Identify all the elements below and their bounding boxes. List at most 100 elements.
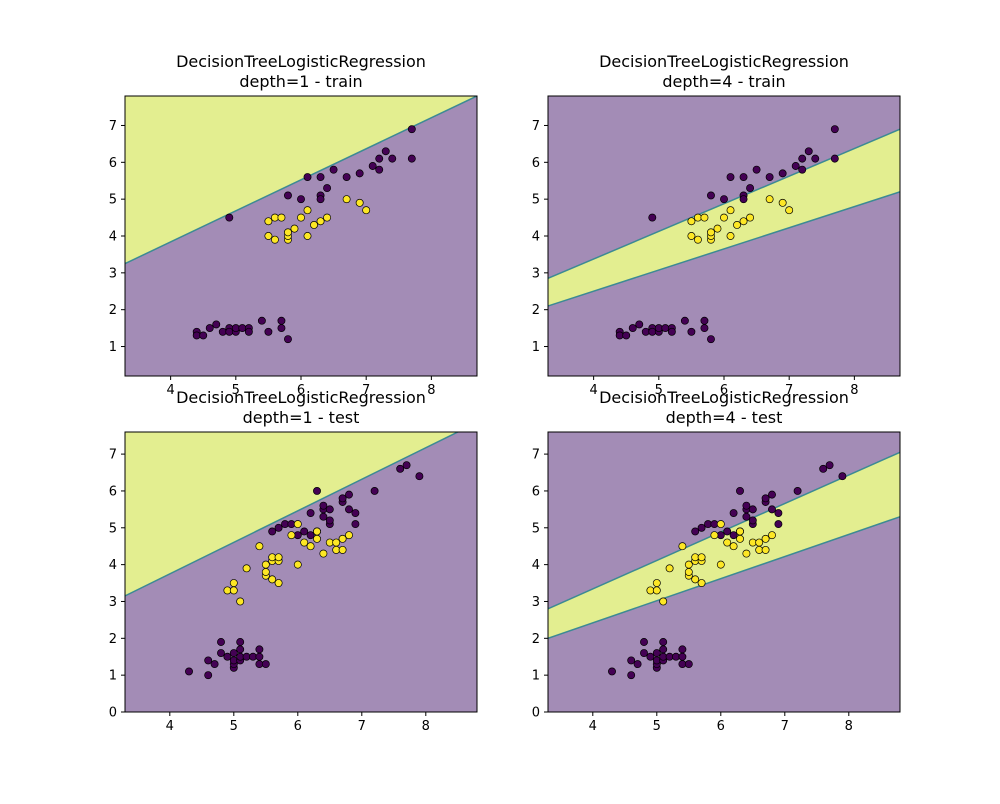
data-point-class0 [648, 327, 657, 336]
data-point-class0 [628, 324, 637, 333]
data-point-class1 [761, 534, 770, 543]
x-tick-label: 4 [589, 383, 597, 398]
data-point-class1 [284, 228, 292, 237]
data-point-class0 [768, 505, 776, 514]
data-point-class1 [362, 206, 371, 215]
data-point-class0 [830, 125, 839, 134]
subplot-depth4-test: 4 5 6 7 8 0 1 2 3 4 5 6 7 DecisionTreeLogisticRegress… [532, 388, 901, 734]
subplot-title-line1: DecisionTreeLogisticRegression [176, 388, 426, 407]
data-point-class1 [297, 213, 305, 222]
subplot-depth1-train: 4 5 6 7 8 1 2 3 4 5 6 7 DecisionTreeLogisticRegressi… [109, 52, 478, 398]
data-point-class0 [300, 527, 309, 536]
y-tick-label: 2 [532, 632, 540, 647]
data-point-class0 [313, 486, 321, 495]
y-tick-label: 7 [109, 448, 117, 463]
data-point-class1 [345, 531, 353, 540]
data-point-class0 [223, 652, 232, 661]
data-point-class0 [375, 154, 384, 163]
decision-boundary-lower [548, 515, 900, 640]
data-point-class0 [746, 184, 755, 193]
data-point-class1 [255, 542, 264, 551]
data-point-class0 [402, 461, 411, 470]
data-point-class0 [407, 125, 416, 134]
y-tick-label: 3 [532, 595, 540, 610]
data-point-class0 [667, 327, 676, 336]
data-point-class0 [225, 213, 234, 222]
decision-region-class1 [548, 452, 900, 639]
data-point-class1 [687, 232, 696, 240]
data-point-class0 [752, 165, 761, 174]
data-point-class1 [700, 213, 709, 222]
data-point-class1 [765, 195, 774, 204]
data-point-class1 [687, 217, 696, 226]
data-point-class0 [697, 523, 706, 532]
data-point-class0 [687, 327, 696, 336]
data-point-class1 [716, 520, 725, 529]
data-point-class0 [830, 154, 839, 163]
axes-frame [547, 431, 901, 713]
data-point-class0 [678, 645, 687, 654]
data-point-class0 [726, 173, 735, 182]
data-point-class0 [255, 645, 264, 654]
x-tick-label: 7 [781, 719, 789, 734]
data-point-class0 [407, 154, 416, 163]
data-point-class0 [261, 660, 270, 669]
y-tick-label: 3 [532, 266, 540, 281]
data-point-class0 [257, 316, 266, 325]
data-point-class1 [310, 220, 318, 229]
data-point-class1 [293, 560, 302, 569]
data-point-class1 [739, 217, 748, 226]
data-point-class1 [691, 575, 700, 584]
data-point-class0 [838, 472, 847, 481]
data-point-class1 [785, 206, 794, 215]
data-point-class1 [742, 549, 751, 558]
data-point-class0 [729, 531, 738, 540]
data-point-class1 [287, 531, 296, 540]
data-point-class1 [723, 538, 732, 547]
data-point-class1 [229, 586, 238, 595]
x-tick-label: 4 [166, 383, 174, 398]
data-point-class1 [338, 545, 347, 554]
x-tick-label: 5 [655, 383, 663, 398]
data-point-class1 [242, 564, 251, 573]
data-point-class0 [225, 327, 234, 336]
data-point-class0 [761, 494, 770, 503]
data-point-class1 [319, 549, 328, 558]
data-point-class1 [693, 213, 702, 222]
data-point-class0 [388, 154, 397, 163]
data-point-class0 [680, 316, 689, 325]
decision-boundary-upper [125, 96, 477, 265]
data-point-class0 [238, 324, 247, 333]
data-point-class0 [204, 671, 213, 680]
data-point-class0 [236, 638, 245, 646]
data-point-class0 [819, 464, 828, 473]
data-point-class1 [716, 560, 725, 569]
data-point-class1 [659, 597, 668, 606]
data-point-class0 [748, 505, 757, 514]
y-tick-label: 5 [109, 193, 117, 208]
data-point-class1 [778, 198, 787, 207]
data-point-class0 [368, 162, 377, 170]
data-point-class0 [329, 165, 338, 174]
y-tick-label: 7 [109, 119, 117, 134]
data-point-class0 [212, 320, 221, 329]
data-point-class0 [351, 509, 360, 518]
data-point-class0 [264, 327, 273, 336]
data-point-class0 [217, 649, 225, 658]
data-point-class0 [635, 320, 644, 329]
data-point-class0 [205, 324, 214, 333]
plot-area [125, 96, 477, 376]
data-point-class1 [332, 538, 341, 547]
data-point-class1 [303, 232, 312, 240]
y-tick-label: 5 [532, 521, 540, 536]
data-point-class0 [277, 324, 286, 333]
data-point-class0 [255, 652, 264, 661]
x-tick-label: 7 [785, 383, 793, 398]
y-tick-label: 1 [109, 340, 117, 355]
y-tick-label: 4 [532, 230, 540, 245]
data-point-class0 [648, 213, 657, 222]
data-point-class1 [316, 217, 325, 226]
data-point-class1 [313, 527, 321, 536]
data-point-class0 [659, 638, 668, 646]
